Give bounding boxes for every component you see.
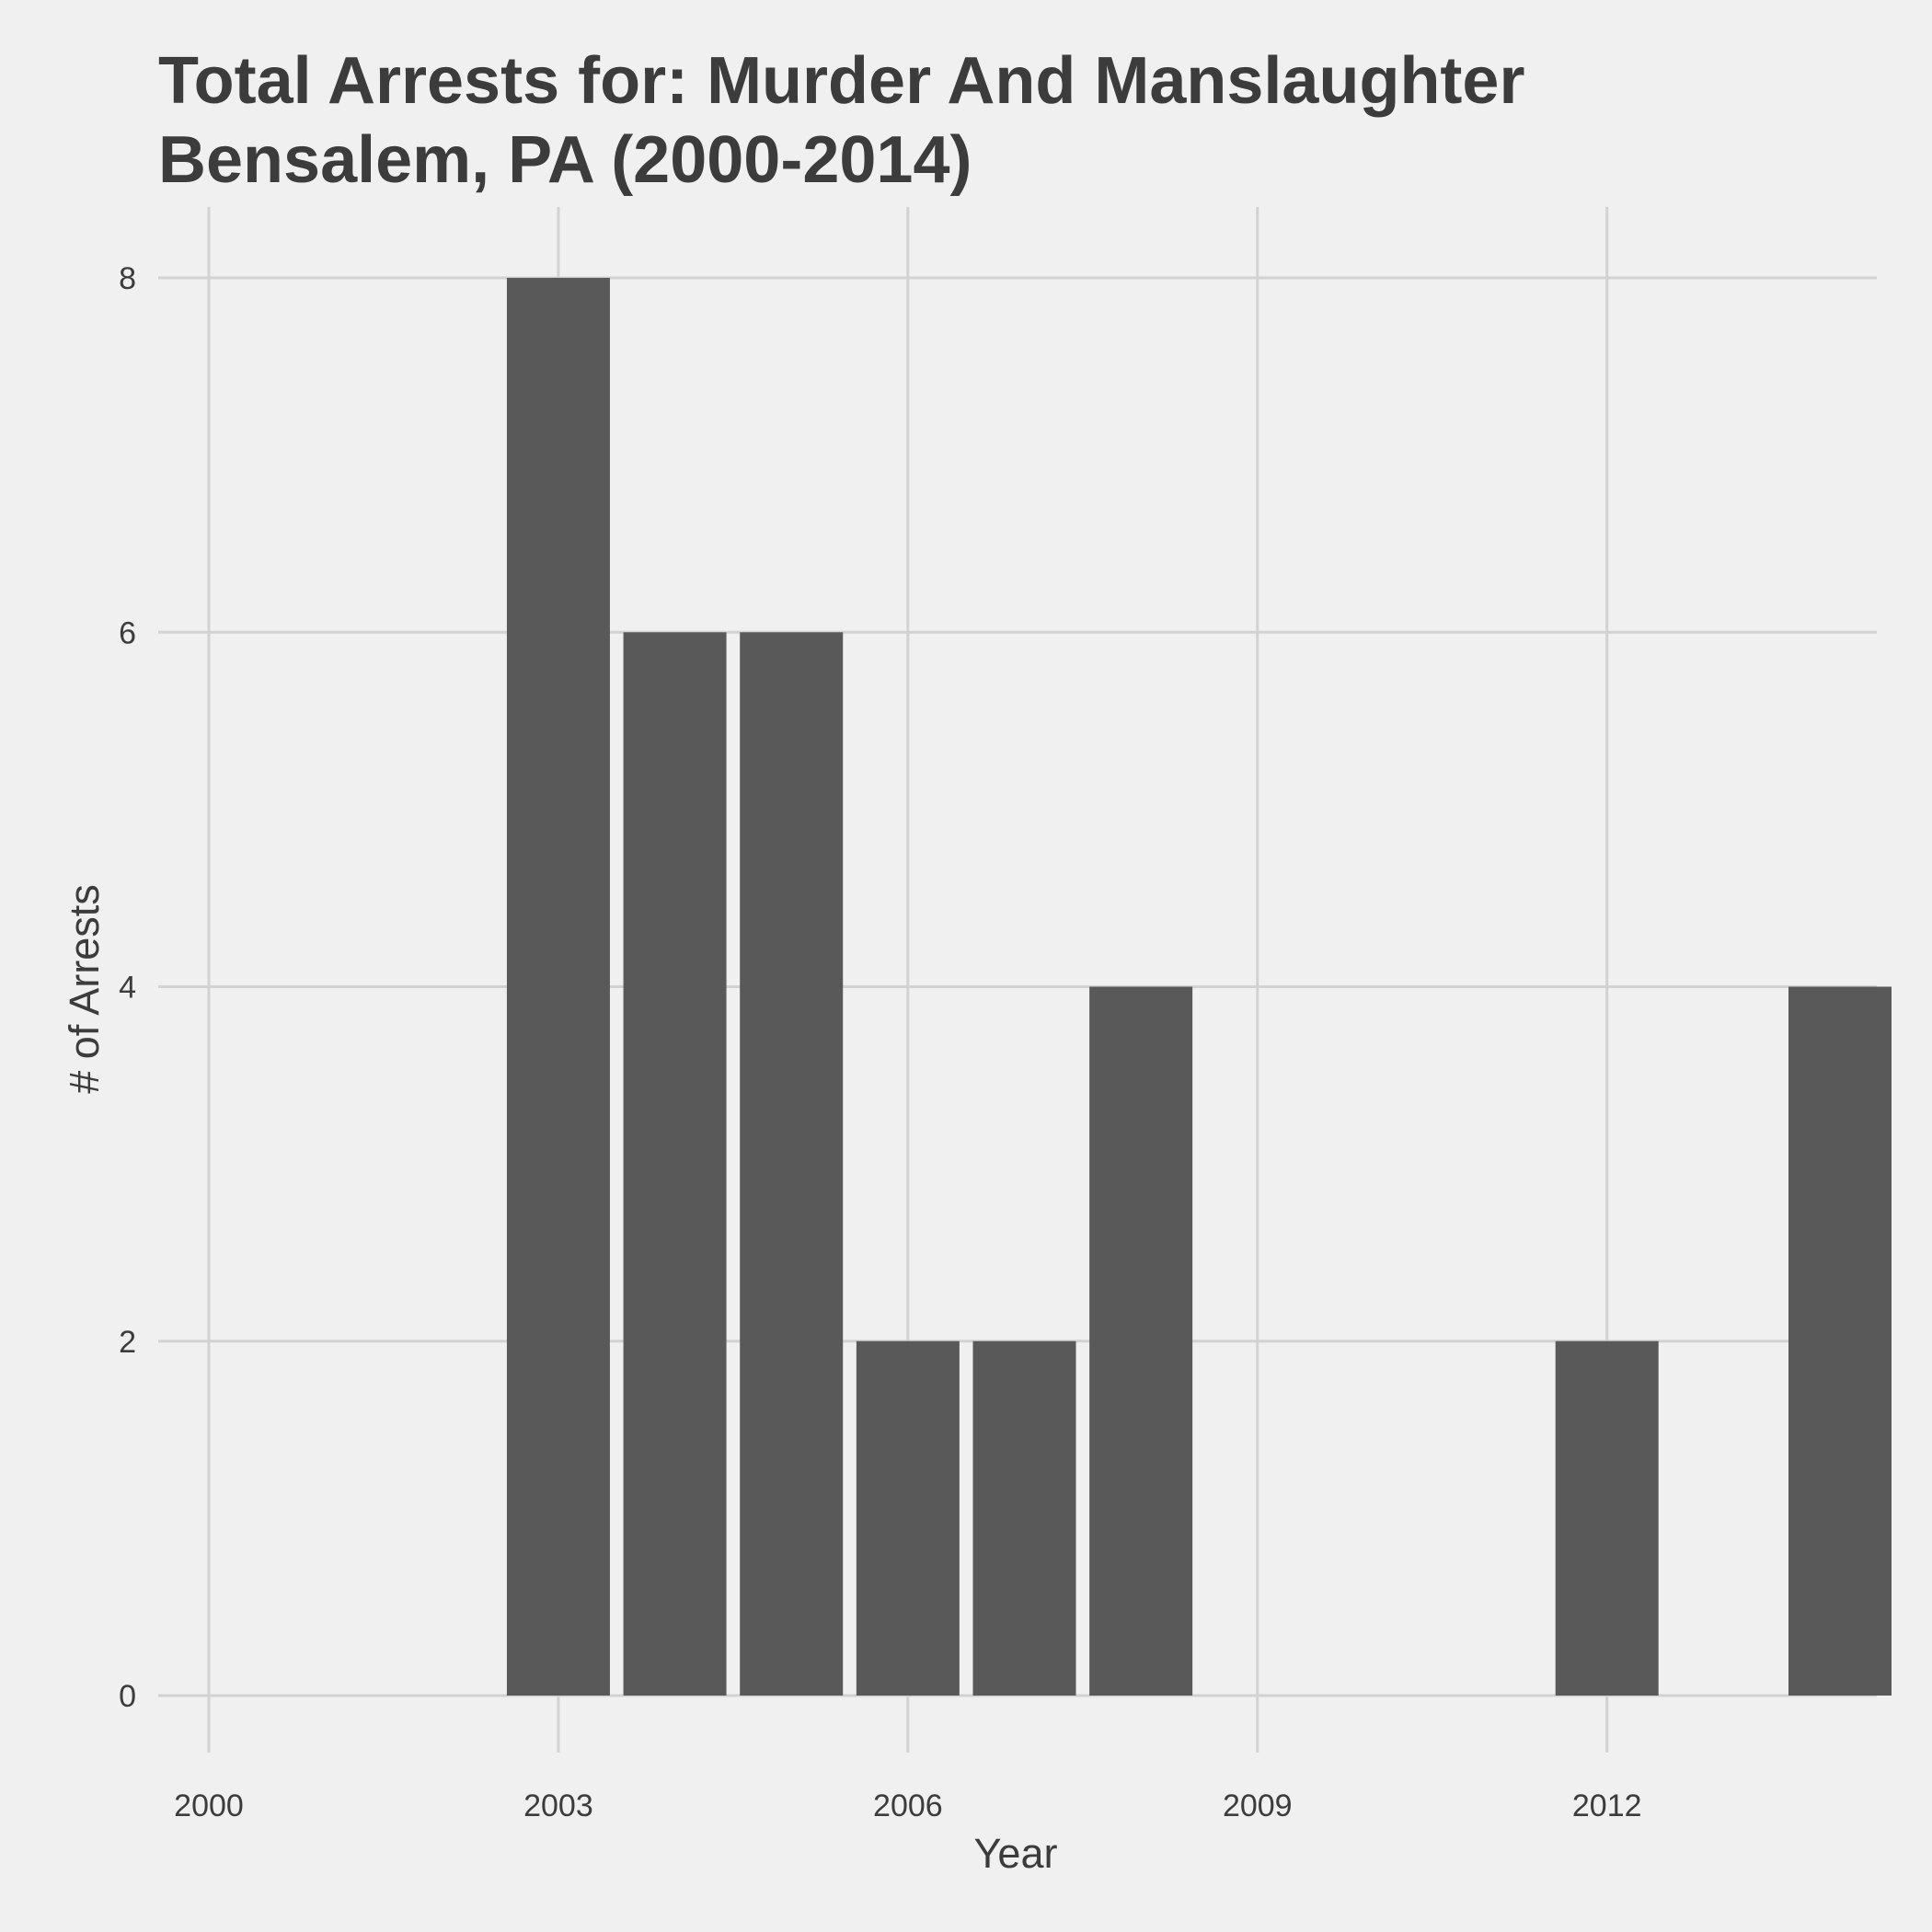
y-tick-label: 2	[119, 1325, 136, 1360]
chart-title-line-2: Bensalem, PA (2000-2014)	[158, 123, 972, 197]
y-axis-tick-labels: 0 2 4 6 8	[119, 261, 136, 1714]
y-axis-title: # of Arrests	[61, 884, 108, 1094]
bar-2012	[1555, 1340, 1659, 1696]
y-tick-label: 6	[119, 615, 136, 650]
chart-title-line-1: Total Arrests for: Murder And Manslaught…	[158, 44, 1524, 118]
x-axis-tick-labels: 2000 2003 2006 2009 2012	[174, 1788, 1641, 1823]
bar-2005	[740, 632, 844, 1696]
bar-2008	[1089, 986, 1193, 1696]
x-tick-label: 2009	[1223, 1788, 1293, 1823]
bar-2003	[506, 278, 610, 1696]
x-tick-label: 2012	[1572, 1788, 1642, 1823]
y-tick-label: 0	[119, 1679, 136, 1714]
bar-2006	[856, 1340, 960, 1696]
y-tick-label: 8	[119, 261, 136, 296]
bar-2014	[1788, 986, 1892, 1696]
bars	[506, 278, 1892, 1696]
y-tick-label: 4	[119, 971, 136, 1006]
x-tick-label: 2006	[873, 1788, 943, 1823]
x-tick-label: 2003	[523, 1788, 593, 1823]
bar-2007	[972, 1340, 1076, 1696]
x-axis-title: Year	[974, 1830, 1058, 1877]
x-tick-label: 2000	[174, 1788, 244, 1823]
bar-2004	[623, 632, 727, 1696]
